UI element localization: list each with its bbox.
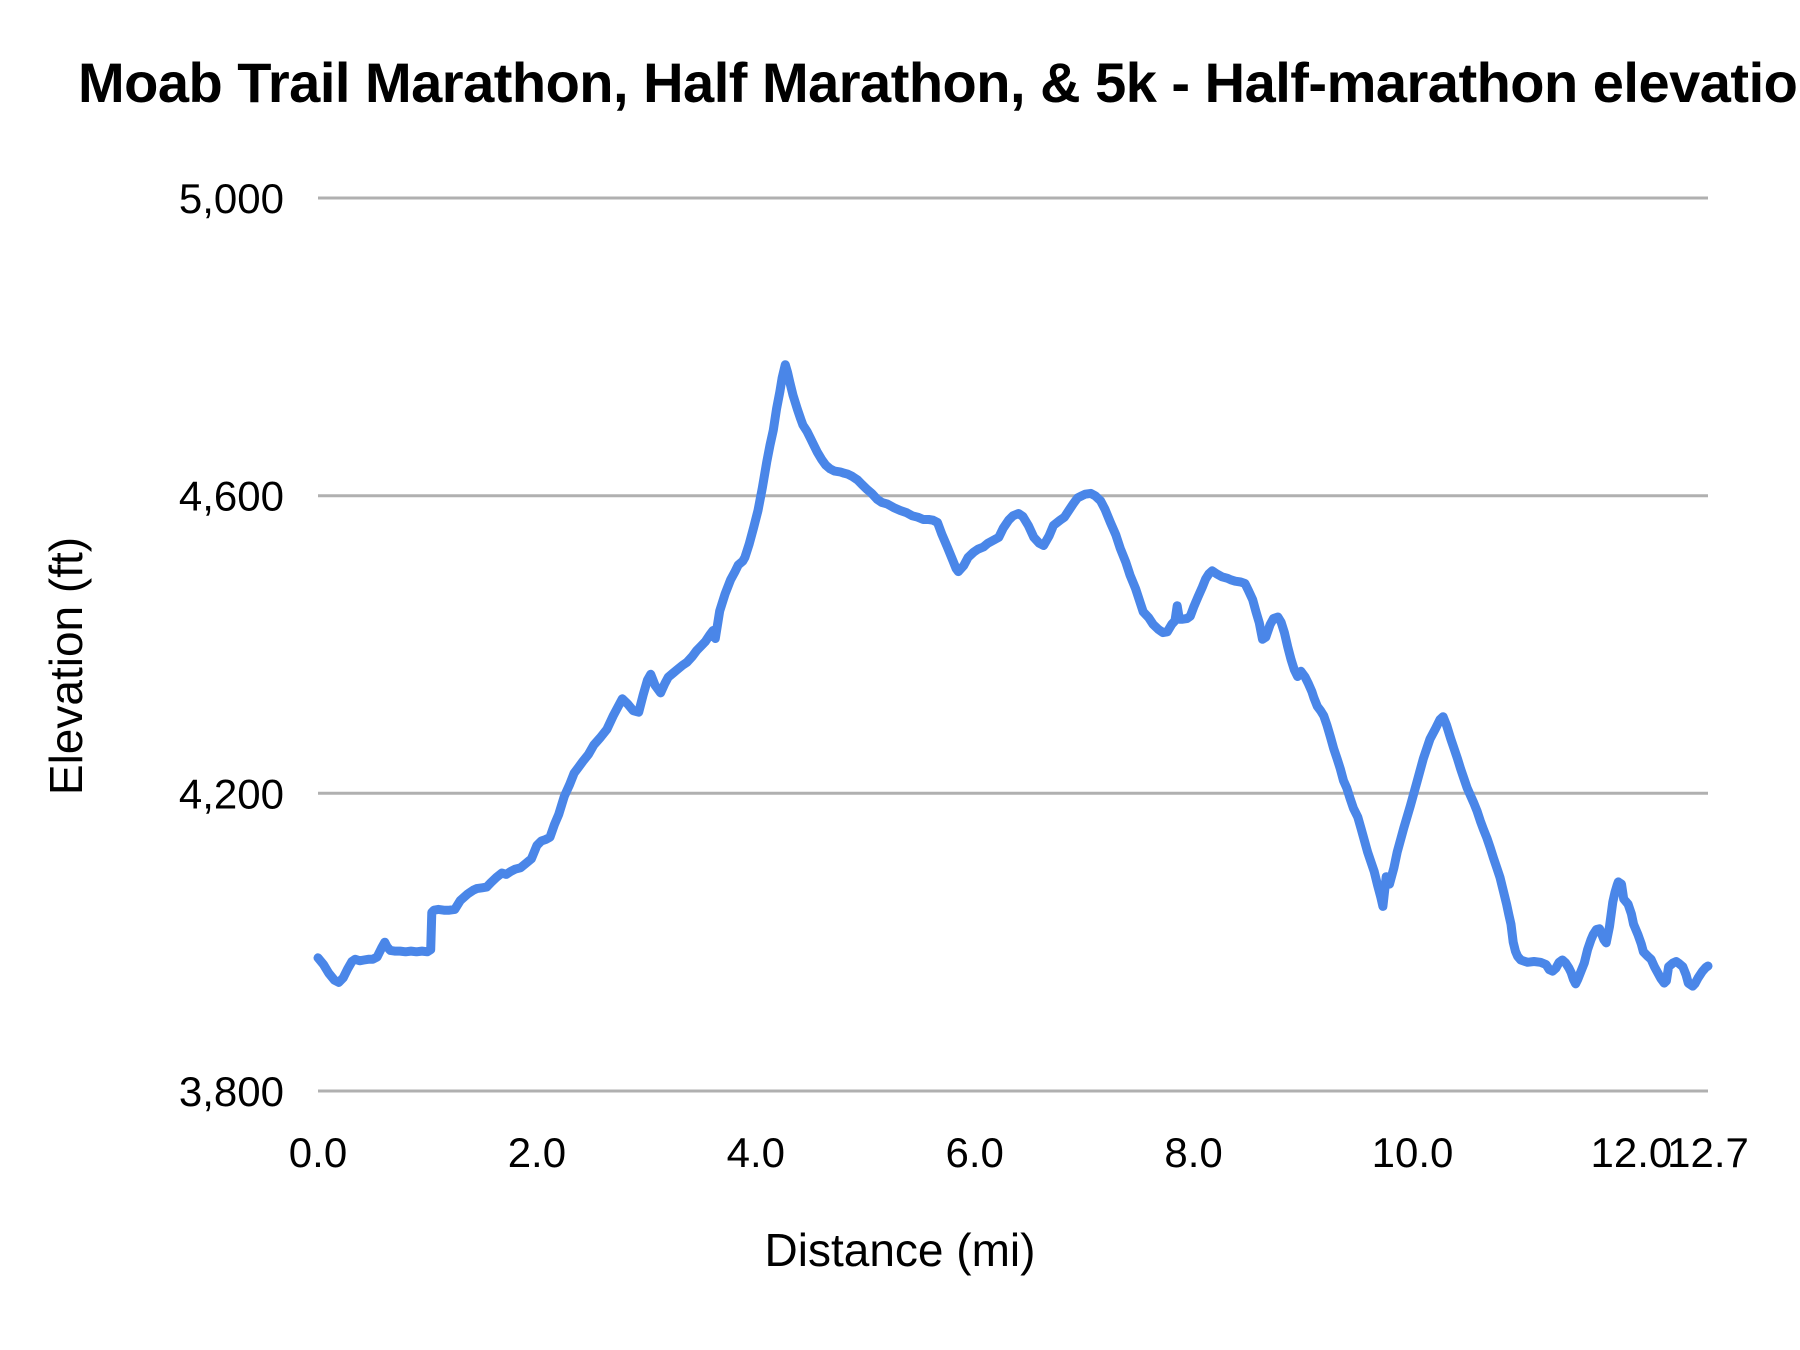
x-tick-label: 6.0 bbox=[946, 1129, 1004, 1176]
x-axis-title: Distance (mi) bbox=[765, 1224, 1036, 1276]
y-axis-tick-labels: 3,800 4,200 4,600 5,000 bbox=[179, 175, 284, 1115]
elevation-series-line bbox=[313, 360, 1713, 991]
gridlines bbox=[318, 196, 1708, 1093]
y-tick-label: 5,000 bbox=[179, 175, 284, 222]
chart-title: Moab Trail Marathon, Half Marathon, & 5k… bbox=[78, 51, 1800, 114]
y-tick-label: 4,200 bbox=[179, 770, 284, 817]
x-tick-label: 8.0 bbox=[1164, 1129, 1222, 1176]
x-tick-label: 0.0 bbox=[289, 1129, 347, 1176]
y-tick-label: 4,600 bbox=[179, 473, 284, 520]
x-axis-tick-labels: 0.0 2.0 4.0 6.0 8.0 10.0 12.012.7 bbox=[289, 1129, 1749, 1176]
y-axis-title: Elevation (ft) bbox=[40, 537, 92, 795]
x-tick-label: 10.0 bbox=[1372, 1129, 1454, 1176]
x-tick-label: 12.7 bbox=[1667, 1129, 1749, 1176]
x-tick-label: 2.0 bbox=[508, 1129, 566, 1176]
x-tick-label: 12.0 bbox=[1591, 1129, 1673, 1176]
y-tick-label: 3,800 bbox=[179, 1068, 284, 1115]
x-tick-label: 4.0 bbox=[727, 1129, 785, 1176]
